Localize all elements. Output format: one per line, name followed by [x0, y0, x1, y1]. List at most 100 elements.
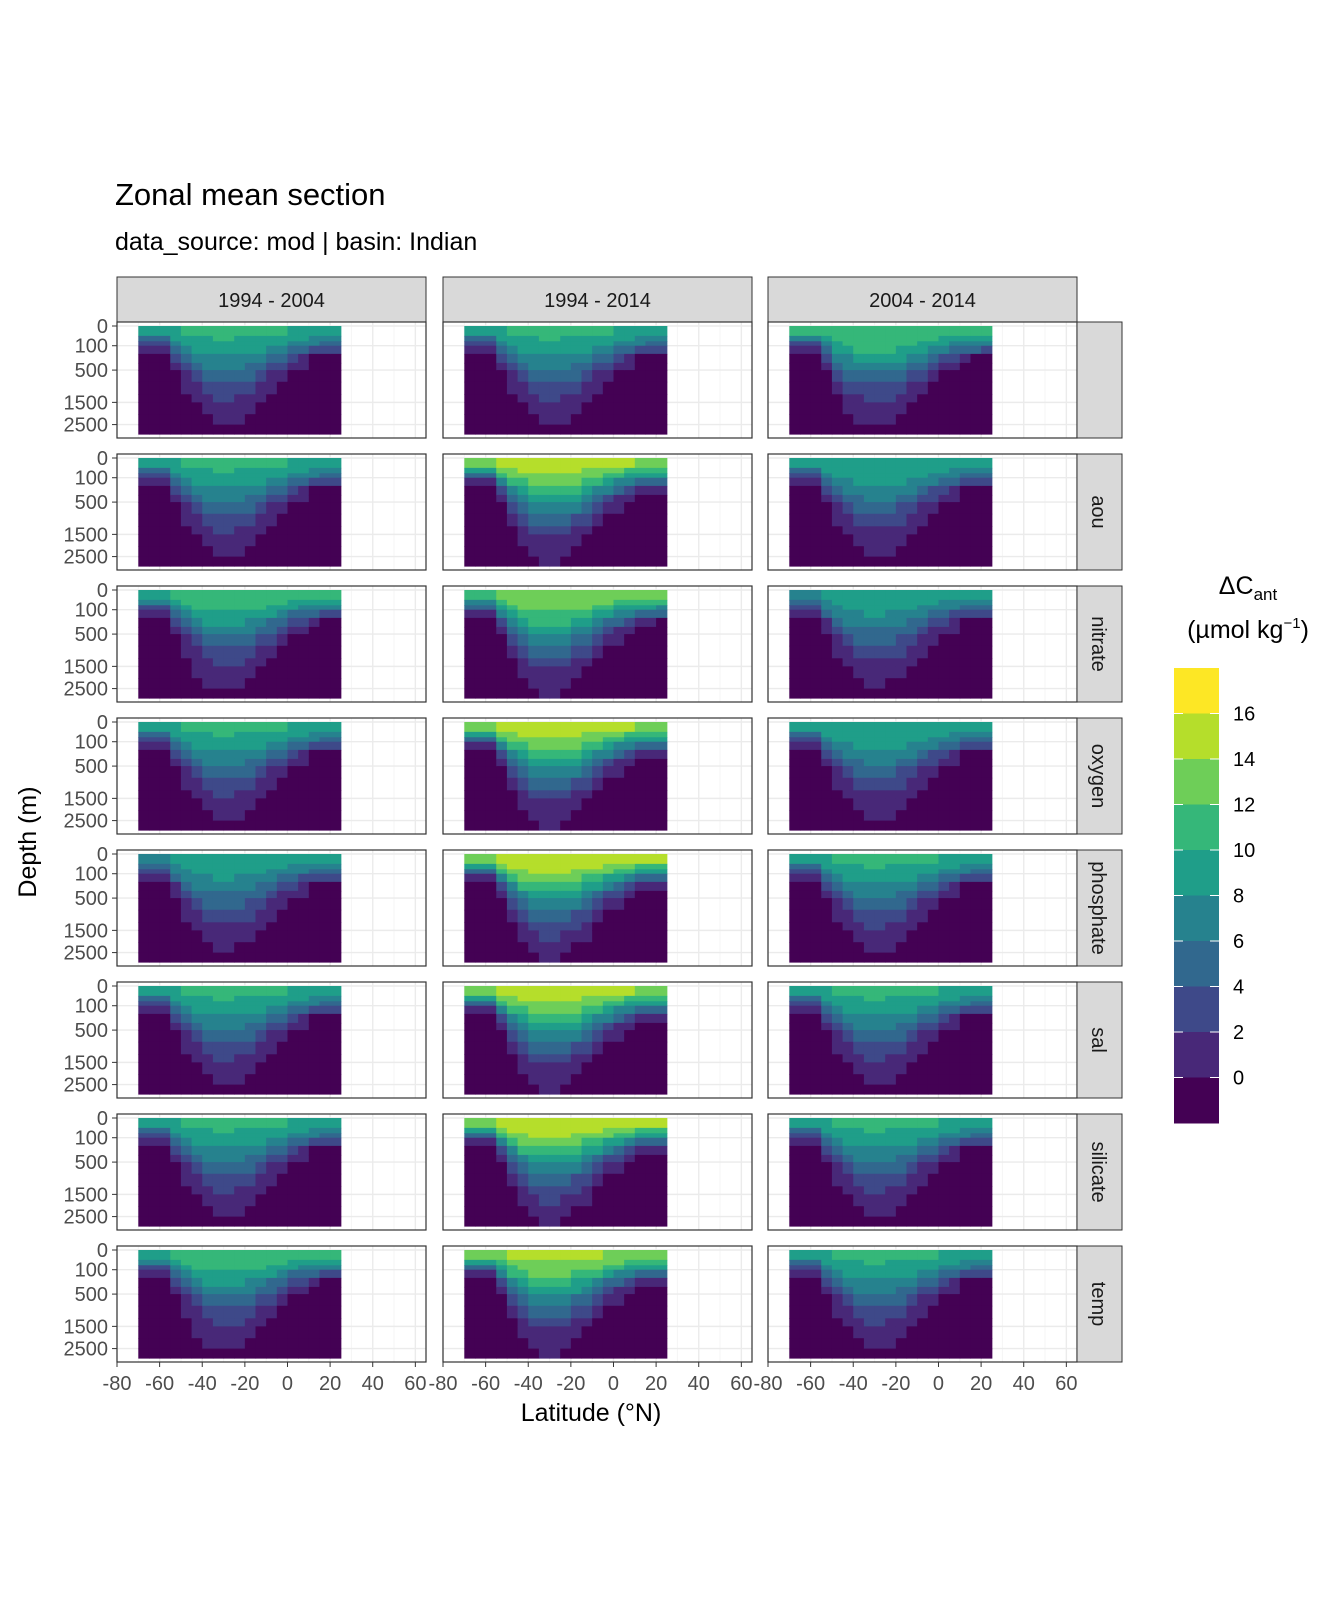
contour-cell [863, 458, 876, 469]
panel-border [442, 981, 753, 1099]
contour-cell [255, 424, 267, 435]
contour-cell [938, 626, 950, 635]
contour-cell [138, 1206, 150, 1218]
contour-cell [538, 645, 551, 659]
contour-cell [298, 473, 310, 479]
contour-cell [180, 1137, 193, 1147]
contour-cell [159, 995, 171, 1002]
contour-cell [298, 869, 310, 875]
contour-cell [517, 952, 529, 963]
contour-cell [517, 922, 529, 931]
contour-cell [959, 494, 972, 503]
contour-cell [180, 678, 193, 690]
contour-cell [287, 1133, 299, 1139]
contour-cell [613, 890, 625, 899]
contour-cell [202, 1062, 214, 1075]
contour-cell [308, 722, 321, 733]
contour-cell [138, 678, 150, 690]
contour-cell [276, 477, 289, 487]
contour-cell [624, 986, 636, 997]
contour-cell [308, 645, 321, 659]
contour-cell [266, 645, 278, 659]
contour-cell [570, 534, 583, 547]
contour-cell [917, 1041, 929, 1055]
contour-cell [298, 995, 310, 1002]
contour-cell [560, 741, 572, 751]
contour-cell [506, 605, 519, 611]
contour-cell [180, 1005, 193, 1015]
contour-cell [517, 986, 529, 997]
contour-cell [191, 341, 203, 347]
contour-cell [949, 741, 961, 751]
contour-cell [287, 1206, 299, 1218]
contour-cell [842, 599, 854, 606]
contour-cell [970, 626, 982, 635]
contour-cell [799, 995, 812, 1002]
contour-cell [917, 414, 929, 426]
contour-cell [853, 634, 865, 647]
contour-cell [581, 922, 593, 931]
contour-cell [517, 326, 529, 337]
contour-cell [464, 590, 476, 601]
contour-cell [549, 881, 561, 892]
contour-cell [474, 345, 487, 355]
contour-cell [645, 645, 657, 659]
contour-cell [789, 345, 801, 355]
contour-cell [287, 546, 299, 558]
contour-cell [138, 458, 150, 469]
contour-cell [592, 820, 604, 831]
contour-cell [853, 1054, 865, 1063]
contour-cell [821, 605, 833, 611]
contour-cell [170, 777, 182, 791]
contour-cell [613, 869, 625, 875]
contour-cell [917, 341, 929, 347]
contour-cell [842, 1054, 854, 1063]
contour-cell [138, 402, 150, 415]
contour-cell [885, 370, 897, 383]
contour-cell [506, 362, 519, 371]
contour-cell [570, 370, 583, 383]
contour-cell [255, 534, 267, 547]
contour-cell [170, 952, 182, 963]
contour-cell [148, 863, 161, 870]
contour-cell [938, 1001, 950, 1007]
contour-cell [319, 394, 331, 403]
contour-cell [202, 1173, 214, 1187]
contour-cell [234, 881, 246, 892]
contour-cell [613, 362, 625, 371]
contour-cell [549, 326, 561, 337]
contour-cell [581, 777, 593, 791]
contour-cell [634, 1001, 647, 1007]
contour-cell [234, 546, 246, 558]
contour-cell [212, 1084, 225, 1095]
contour-cell [959, 952, 972, 963]
contour-cell [570, 952, 583, 963]
contour-cell [170, 458, 182, 469]
contour-cell [831, 820, 844, 831]
contour-cell [789, 617, 801, 628]
contour-cell [212, 353, 225, 364]
contour-cell [799, 854, 812, 865]
contour-cell [906, 922, 918, 931]
contour-cell [821, 678, 833, 690]
contour-cell [842, 467, 854, 474]
contour-cell [319, 341, 331, 347]
contour-cell [634, 1054, 647, 1063]
contour-cell [970, 1022, 982, 1031]
contour-cell [981, 458, 993, 469]
contour-cell [613, 609, 625, 619]
contour-cell [234, 381, 246, 395]
contour-cell [138, 341, 150, 347]
contour-cell [276, 1022, 289, 1031]
contour-cell [549, 414, 561, 426]
contour-cell [592, 345, 604, 355]
contour-cell [496, 556, 508, 567]
contour-cell [223, 502, 235, 515]
contour-cell [831, 609, 844, 619]
contour-cell [938, 869, 950, 875]
contour-cell [959, 473, 972, 479]
contour-cell [927, 873, 940, 883]
contour-cell [212, 909, 225, 923]
contour-cell [906, 326, 918, 337]
contour-cell [917, 467, 929, 474]
